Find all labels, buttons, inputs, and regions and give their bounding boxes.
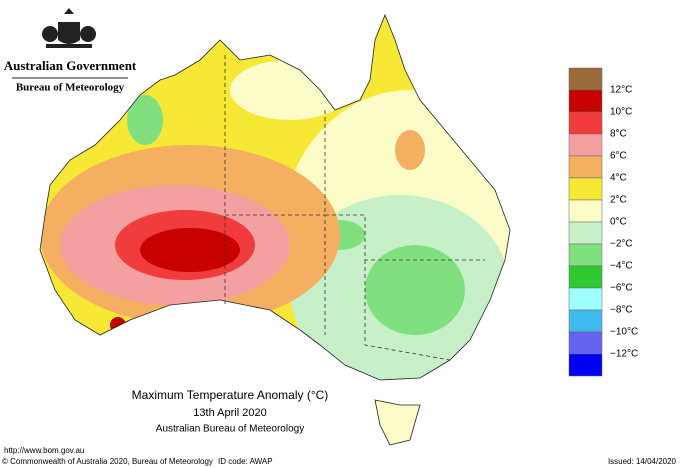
footer-issued: Issued: 14/04/2020: [608, 457, 677, 466]
legend-label: 4°C: [610, 173, 627, 184]
legend-label: 8°C: [610, 129, 627, 140]
map-title: Maximum Temperature Anomaly (°C): [132, 388, 329, 402]
legend-label: 2°C: [610, 195, 627, 206]
legend-swatch: [568, 111, 603, 135]
legend-swatch: [568, 155, 603, 179]
agency-name: Bureau of Meteorology: [16, 82, 125, 94]
legend-swatch: [568, 199, 603, 223]
map-source: Australian Bureau of Meteorology: [156, 424, 304, 435]
legend: 12°C 10°C 8°C 6°C 4°C 2°C 0°C −2°C −4°C −6°C −8°C −…: [568, 67, 638, 377]
legend-swatch: [568, 177, 603, 201]
state-borders: [224, 55, 485, 361]
footer-copyright: © Commonwealth of Australia 2020, Bureau…: [2, 457, 213, 466]
government-name: Australian Government: [4, 58, 137, 73]
legend-swatch: [568, 133, 603, 157]
legend-label: 6°C: [610, 151, 627, 162]
legend-label: 10°C: [610, 107, 632, 118]
legend-swatch: [568, 309, 603, 333]
legend-swatch: [568, 331, 603, 355]
legend-swatch: [568, 287, 603, 311]
coastline: [39, 13, 511, 446]
legend-label: 0°C: [610, 217, 627, 228]
legend-label: −6°C: [610, 283, 633, 294]
legend-label: −10°C: [610, 327, 638, 338]
legend-label: −2°C: [610, 239, 633, 250]
footer-id-code: ID code: AWAP: [218, 457, 273, 466]
legend-swatch: [568, 265, 603, 289]
legend-swatch: [568, 353, 603, 377]
legend-swatch: [568, 89, 603, 113]
legend-label: −8°C: [610, 305, 633, 316]
legend-swatch: [568, 67, 603, 91]
crest-logo: [42, 8, 96, 48]
map-date: 13th April 2020: [193, 407, 266, 419]
footer-url: http://www.bom.gov.au: [4, 446, 84, 455]
legend-label: −12°C: [610, 349, 638, 360]
legend-swatch: [568, 221, 603, 245]
legend-label: 12°C: [610, 85, 632, 96]
legend-label: −4°C: [610, 261, 633, 272]
legend-swatch: [568, 243, 603, 267]
